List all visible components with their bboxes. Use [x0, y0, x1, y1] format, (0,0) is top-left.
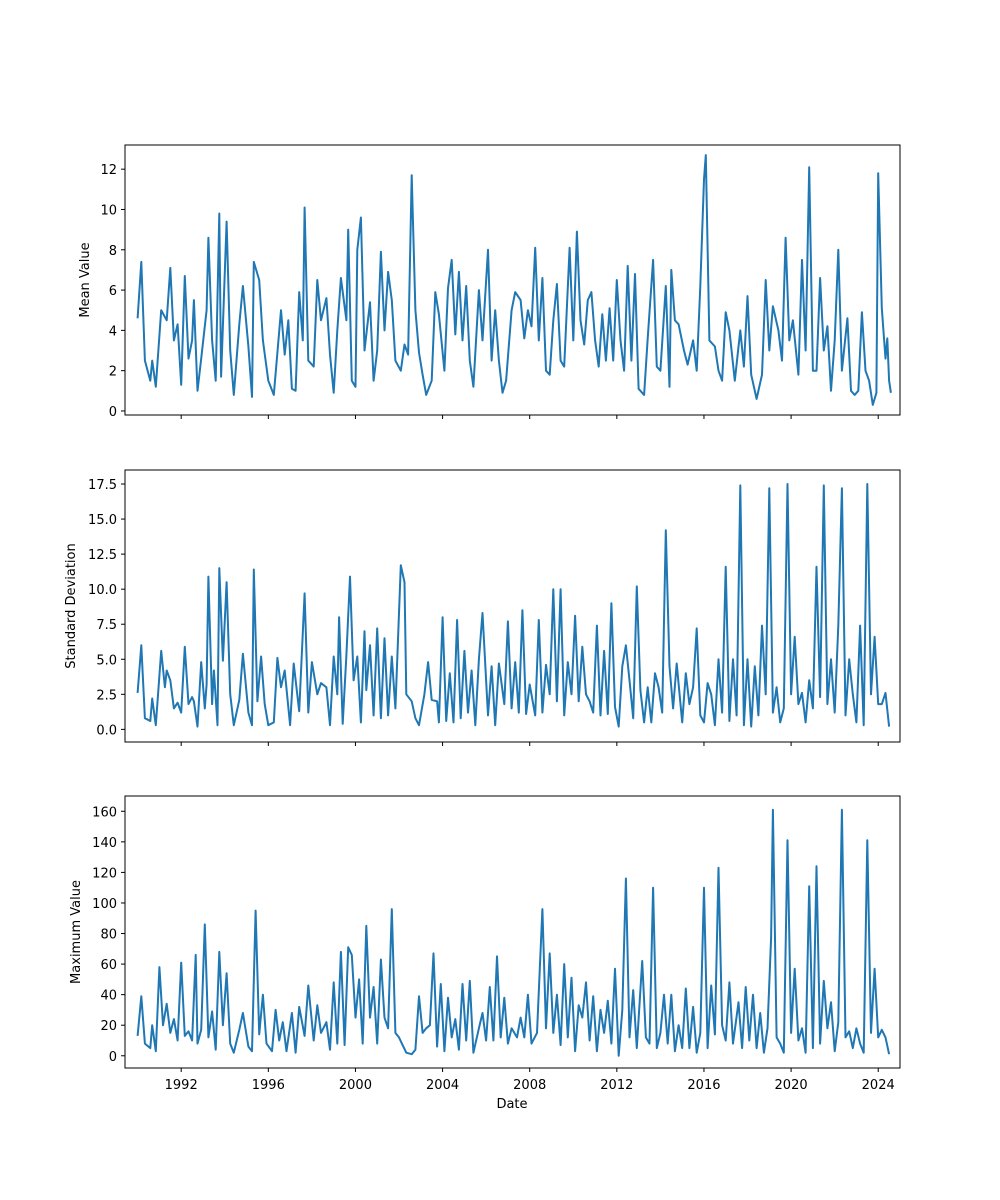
x-tick-label: 1992 — [165, 1078, 198, 1093]
mean-value-series-line — [136, 154, 892, 406]
mean-value-y-tick-label: 10 — [100, 203, 117, 218]
maximum-value-series-line — [136, 808, 891, 1057]
maximum-value-plot-frame — [124, 795, 901, 1069]
maximum-value-y-tick-label: 120 — [92, 866, 117, 881]
x-tick-label: 1996 — [252, 1078, 285, 1093]
maximum-value-y-tick-label: 80 — [100, 928, 117, 943]
standard-deviation-y-tick-label: 12.5 — [88, 548, 117, 563]
mean-value-panel: Mean Value 0 2 4 6 8 10 12 — [78, 144, 901, 420]
standard-deviation-y-tick-label: 17.5 — [88, 478, 117, 493]
standard-deviation-plot-frame — [124, 469, 901, 743]
x-axis-label: Date — [496, 1097, 527, 1112]
mean-value-y-tick-label: 6 — [109, 284, 117, 299]
standard-deviation-y-tick-label: 2.5 — [96, 688, 117, 703]
mean-value-y-tick-label: 8 — [109, 244, 117, 259]
x-tick-label: 2008 — [513, 1078, 546, 1093]
maximum-value-y-tick-label: 0 — [109, 1050, 117, 1065]
mean-value-plot-frame — [124, 144, 901, 416]
x-tick-label: 2024 — [862, 1078, 895, 1093]
mean-value-y-axis-label: Mean Value — [78, 242, 93, 317]
standard-deviation-y-tick-label: 10.0 — [88, 583, 117, 598]
maximum-value-y-axis-label: Maximum Value — [69, 880, 84, 984]
x-tick-label: 2012 — [600, 1078, 633, 1093]
x-tick-label: 2020 — [775, 1078, 808, 1093]
maximum-value-y-tick-label: 160 — [92, 805, 117, 820]
standard-deviation-y-tick-label: 15.0 — [88, 513, 117, 528]
x-tick-label: 2004 — [426, 1078, 459, 1093]
standard-deviation-y-tick-label: 7.5 — [96, 618, 117, 633]
maximum-value-y-tick-label: 100 — [92, 897, 117, 912]
maximum-value-y-tick-label: 140 — [92, 836, 117, 851]
x-tick-label: 2016 — [687, 1078, 720, 1093]
x-tick-label: 2000 — [339, 1078, 372, 1093]
mean-value-y-tick-label: 4 — [109, 324, 117, 339]
mean-value-y-tick-label: 0 — [109, 405, 117, 420]
mean-value-y-tick-label: 2 — [109, 365, 117, 380]
maximum-value-y-tick-label: 40 — [100, 989, 117, 1004]
maximum-value-y-tick-label: 20 — [100, 1019, 117, 1034]
standard-deviation-panel: Standard Deviation 0.0 2.5 5.0 7.5 10.0 12.5 1… — [64, 469, 901, 746]
standard-deviation-y-tick-label: 5.0 — [96, 653, 117, 668]
standard-deviation-y-axis-label: Standard Deviation — [64, 543, 79, 668]
standard-deviation-series-line — [136, 483, 891, 728]
mean-value-y-tick-label: 12 — [100, 163, 117, 178]
maximum-value-panel: Maximum Value Date 0 20 40 60 80 100 120 140 160… — [69, 795, 901, 1112]
maximum-value-y-tick-label: 60 — [100, 958, 117, 973]
standard-deviation-y-tick-label: 0.0 — [96, 723, 117, 738]
